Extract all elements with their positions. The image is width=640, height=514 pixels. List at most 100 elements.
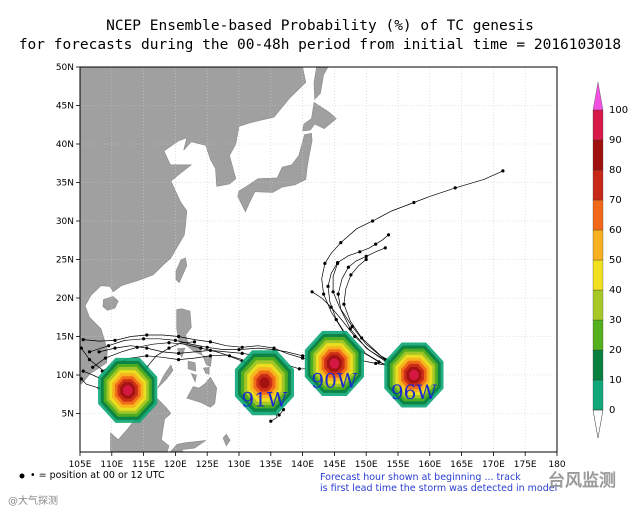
track-position-dot bbox=[364, 254, 368, 258]
forecast-note-line2: is first lead time the storm was detecte… bbox=[320, 483, 558, 494]
track-position-dot bbox=[277, 413, 281, 417]
hokkaido-island bbox=[302, 101, 337, 132]
track-position-dot bbox=[91, 365, 95, 369]
track-position-dot bbox=[173, 338, 177, 342]
track-position-dot bbox=[113, 338, 117, 342]
track-position-dot bbox=[342, 302, 346, 306]
x-tick-label: 180 bbox=[548, 460, 565, 470]
y-axis: 5N 10N 15N 20N 25N 30N 35N 40N 45N 50N bbox=[56, 63, 80, 420]
track-position-dot bbox=[349, 273, 353, 277]
y-tick-label: 35N bbox=[56, 179, 74, 189]
colorbar-swatch bbox=[592, 139, 604, 171]
track-position-dot bbox=[199, 346, 203, 350]
storm-label-layer: 91W 90W 96W bbox=[241, 368, 437, 411]
track-position-dot bbox=[371, 219, 375, 223]
colorbar-swatch bbox=[592, 319, 604, 351]
track-position-dot bbox=[177, 358, 181, 362]
track-position-dot bbox=[177, 334, 181, 339]
colorbar-label: 40 bbox=[609, 285, 622, 296]
x-tick-label: 175E bbox=[514, 460, 537, 470]
legend-symbol bbox=[19, 473, 25, 479]
borneo-island bbox=[110, 398, 172, 452]
honshu-kyushu bbox=[237, 132, 313, 213]
track-position-dot bbox=[269, 419, 273, 423]
colorbar-swatch bbox=[592, 289, 604, 321]
track-position-dot bbox=[167, 346, 171, 350]
x-tick-label: 165E bbox=[450, 460, 473, 470]
x-tick-label: 110E bbox=[100, 460, 123, 470]
track-position-dot bbox=[386, 233, 391, 237]
track-position-dot bbox=[336, 261, 340, 265]
track-position-dot bbox=[339, 241, 343, 245]
colorbar-label: 60 bbox=[609, 225, 622, 236]
colorbar: 0 10 20 30 40 50 60 70 80 90 100 bbox=[592, 81, 628, 439]
halmahera-island bbox=[222, 433, 231, 447]
track-position-dot bbox=[326, 284, 330, 288]
forecast-note: Forecast hour shown at beginning ... tra… bbox=[320, 472, 620, 494]
track-position-dot bbox=[374, 361, 378, 365]
y-tick-label: 25N bbox=[56, 256, 74, 266]
mainland-asia bbox=[80, 67, 307, 385]
colorbar-label: 80 bbox=[609, 165, 622, 176]
ensemble-track bbox=[99, 345, 335, 370]
probability-contour bbox=[409, 369, 419, 381]
track-position-dot bbox=[331, 290, 335, 294]
x-tick-label: 160E bbox=[418, 460, 441, 470]
hainan-island bbox=[102, 296, 119, 311]
y-tick-label: 10N bbox=[56, 371, 74, 381]
probability-contour bbox=[123, 385, 133, 396]
track-position-dot bbox=[205, 345, 209, 349]
probability-contour bbox=[329, 358, 339, 369]
track-position-dot bbox=[360, 336, 364, 340]
probability-contour bbox=[259, 377, 270, 389]
colorbar-swatch bbox=[592, 349, 604, 381]
mindanao-island bbox=[186, 376, 218, 408]
track-position-dot bbox=[167, 341, 171, 345]
x-tick-label: 120E bbox=[164, 460, 187, 470]
track-position-dot bbox=[142, 337, 146, 341]
colorbar-label: 90 bbox=[609, 135, 622, 146]
forecast-note-line1: Forecast hour shown at beginning ... tra… bbox=[320, 472, 521, 483]
track-position-dot bbox=[358, 250, 362, 254]
track-position-dot bbox=[177, 351, 181, 355]
track-position-dot bbox=[145, 354, 149, 358]
x-tick-label: 130E bbox=[228, 460, 251, 470]
track-position-dot bbox=[113, 346, 117, 350]
track-position-dot bbox=[240, 351, 244, 355]
x-tick-label: 125E bbox=[196, 460, 219, 470]
track-position-dot bbox=[240, 345, 244, 349]
track-position-dot bbox=[301, 356, 305, 360]
track-position-dot bbox=[329, 305, 333, 309]
watermark-right: 台风监测 bbox=[548, 471, 616, 491]
chart-subtitle: for forecasts during the 00-48h period f… bbox=[18, 37, 622, 53]
track-position-dot bbox=[323, 261, 327, 265]
colorbar-label: 100 bbox=[609, 105, 628, 116]
track-position-dot bbox=[353, 334, 357, 339]
track-position-dot bbox=[208, 340, 212, 344]
track-position-dot bbox=[272, 346, 276, 350]
track-position-dot bbox=[281, 408, 286, 412]
colorbar-swatch bbox=[592, 379, 604, 411]
panay-island bbox=[187, 360, 197, 372]
track-position-dot bbox=[107, 344, 111, 348]
colorbar-bottom-arrow bbox=[592, 409, 604, 439]
y-tick-label: 40N bbox=[56, 140, 74, 150]
storm-label: 96W bbox=[391, 380, 437, 404]
track-position-dot bbox=[145, 333, 149, 337]
colorbar-swatch bbox=[592, 169, 604, 201]
track-position-dot bbox=[322, 292, 326, 296]
colorbar-label: 50 bbox=[609, 255, 622, 266]
track-position-dot bbox=[383, 246, 387, 250]
colorbar-label: 70 bbox=[609, 195, 622, 206]
track-position-dot bbox=[81, 338, 85, 342]
track-position-dot bbox=[80, 346, 83, 350]
track-position-dot bbox=[192, 340, 197, 344]
position-legend-symbol: • = bbox=[30, 470, 47, 481]
track-position-dot bbox=[208, 348, 212, 352]
y-tick-label: 20N bbox=[56, 294, 74, 304]
y-tick-label: 30N bbox=[56, 217, 74, 227]
colorbar-label: 30 bbox=[609, 315, 622, 326]
track-position-dot bbox=[334, 318, 338, 322]
track-position-dot bbox=[208, 354, 212, 358]
